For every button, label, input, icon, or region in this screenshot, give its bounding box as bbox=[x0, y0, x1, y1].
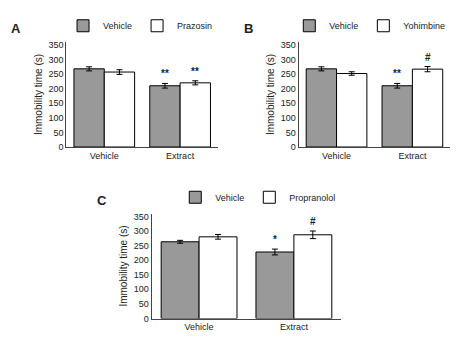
svg-text:Extract: Extract bbox=[280, 322, 309, 332]
svg-text:50: 50 bbox=[286, 128, 296, 138]
svg-text:150: 150 bbox=[134, 270, 149, 280]
svg-text:100: 100 bbox=[281, 113, 296, 123]
svg-text:A: A bbox=[11, 21, 21, 36]
svg-text:0: 0 bbox=[59, 142, 64, 152]
svg-text:0: 0 bbox=[144, 314, 149, 324]
svg-text:250: 250 bbox=[134, 241, 149, 251]
svg-text:300: 300 bbox=[134, 226, 149, 236]
svg-text:350: 350 bbox=[49, 40, 64, 50]
svg-text:100: 100 bbox=[134, 284, 149, 294]
svg-text:Propranolol: Propranolol bbox=[289, 193, 335, 203]
svg-text:**: ** bbox=[161, 68, 169, 79]
svg-text:300: 300 bbox=[281, 55, 296, 65]
svg-text:Extract: Extract bbox=[398, 151, 427, 161]
svg-text:#: # bbox=[425, 52, 431, 63]
svg-text:250: 250 bbox=[281, 69, 296, 79]
svg-text:Vehicle: Vehicle bbox=[329, 21, 358, 31]
svg-text:150: 150 bbox=[49, 98, 64, 108]
svg-text:350: 350 bbox=[281, 40, 296, 50]
svg-text:B: B bbox=[244, 21, 253, 36]
svg-text:250: 250 bbox=[49, 69, 64, 79]
svg-text:Vehicle: Vehicle bbox=[185, 322, 214, 332]
svg-text:Vehicle: Vehicle bbox=[103, 21, 132, 31]
svg-text:**: ** bbox=[393, 68, 401, 79]
svg-text:Extract: Extract bbox=[166, 151, 195, 161]
svg-text:Vehicle: Vehicle bbox=[215, 193, 244, 203]
svg-text:300: 300 bbox=[49, 55, 64, 65]
svg-text:Immobility time (s): Immobility time (s) bbox=[118, 225, 129, 306]
svg-text:Vehicle: Vehicle bbox=[322, 151, 351, 161]
svg-text:50: 50 bbox=[139, 299, 149, 309]
svg-text:Immobility time (s): Immobility time (s) bbox=[265, 54, 276, 135]
svg-text:100: 100 bbox=[49, 113, 64, 123]
svg-text:Prazosin: Prazosin bbox=[177, 21, 212, 31]
svg-text:200: 200 bbox=[134, 255, 149, 265]
svg-text:#: # bbox=[310, 216, 316, 227]
svg-text:Vehicle: Vehicle bbox=[90, 151, 119, 161]
svg-text:50: 50 bbox=[54, 128, 64, 138]
svg-text:0: 0 bbox=[291, 142, 296, 152]
svg-text:150: 150 bbox=[281, 98, 296, 108]
svg-text:Immobility time (s): Immobility time (s) bbox=[33, 54, 44, 135]
svg-text:Yohimbine: Yohimbine bbox=[403, 21, 445, 31]
svg-text:200: 200 bbox=[281, 84, 296, 94]
svg-text:C: C bbox=[97, 193, 107, 208]
svg-text:**: ** bbox=[191, 66, 199, 77]
svg-text:*: * bbox=[273, 234, 277, 245]
svg-text:200: 200 bbox=[49, 84, 64, 94]
svg-text:350: 350 bbox=[134, 212, 149, 222]
